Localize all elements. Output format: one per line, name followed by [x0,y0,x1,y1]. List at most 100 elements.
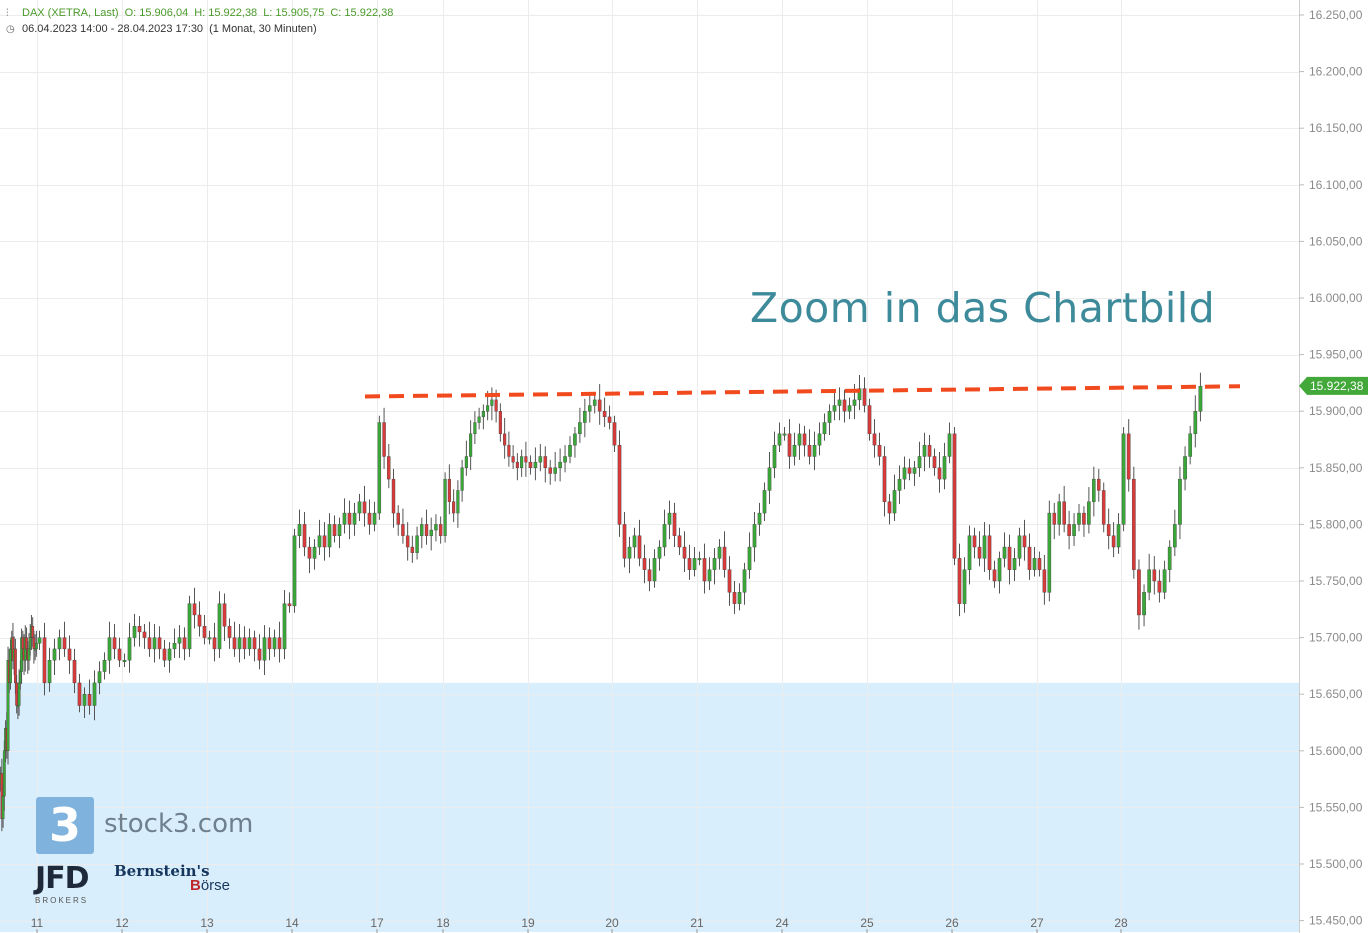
y-tick-label: 15.550,00 [1309,800,1363,814]
candle-body [312,546,317,559]
candle-body [872,433,877,446]
candle-body [772,444,777,469]
candle-body [612,422,617,446]
candle-body [424,524,429,536]
candle-body [942,456,947,480]
candle-body [87,694,92,706]
candle-body [1198,386,1203,412]
candle-body [257,648,262,661]
candle-body [477,416,481,423]
x-tick-label: 11 [31,916,44,930]
candle-body [662,524,667,548]
candle-body [1147,569,1152,593]
candle-body [197,614,202,627]
candle-body [387,456,391,480]
y-tick-label: 15.900,00 [1309,404,1363,418]
stock3-logo-icon: 3 [36,797,94,854]
candle-body [533,461,538,469]
x-tick-label: 19 [521,916,535,930]
candle-body [132,626,137,638]
candle-body [1131,478,1136,570]
candle-body [1072,524,1076,536]
y-tick-label: 16.200,00 [1309,65,1363,79]
candle-body [232,637,237,650]
candle-body [207,637,212,640]
candle-body [1082,512,1086,525]
candle-body [587,405,592,412]
candle-body [832,405,837,412]
x-tick-label: 21 [690,916,704,930]
candle-body [1111,535,1116,548]
candle-body [737,592,742,604]
candle-body [757,512,762,525]
candle-body [1096,478,1101,491]
candle-body [568,444,572,457]
candle-body [396,512,400,525]
candle-body [1092,478,1096,502]
candle-body [102,660,107,672]
bernsteins-logo: Bernstein's [114,862,210,880]
candle-body [887,501,892,514]
candle-body [1022,535,1027,548]
candle-body [117,648,122,661]
x-tick-label: 17 [370,916,384,930]
candle-body [1007,546,1012,570]
candle-body [842,399,847,412]
candle-body [558,461,562,469]
date-range: 06.04.2023 14:00 - 28.04.2023 17:30 [22,23,204,35]
candle-body [882,456,887,502]
candle-body [892,490,897,514]
candle-body [677,535,682,548]
candle-body [443,478,447,536]
candle-body [722,546,727,570]
candle-body [47,660,52,684]
candle-body [391,478,396,514]
candle-body [382,422,386,457]
candle-body [792,444,797,457]
candle-body [337,524,342,536]
candle-body [367,512,372,525]
candle-body [657,546,662,559]
candle-body [637,535,642,559]
candle-body [847,405,852,412]
candle-body [452,501,456,514]
candle-body [877,444,882,457]
candle-body [152,637,157,650]
instrument-name: DAX (XETRA, Last) [22,7,119,19]
candle-body [762,490,767,514]
candle-body [627,546,632,559]
candle-body [1042,569,1047,593]
candle-body [1052,512,1057,525]
candle-body [857,388,862,401]
y-tick-label: 15.650,00 [1309,687,1363,701]
candle-body [127,637,132,661]
candle-body [142,631,147,638]
candle-body [787,433,792,457]
candle-body [742,569,747,593]
candle-body [429,529,433,536]
candle-body [977,546,982,559]
chart-header-ohlc: ⫶ DAX (XETRA, Last) O: 15.906,04 H: 15.922,… [6,7,399,19]
candle-body [907,467,912,474]
candle-body [447,478,451,502]
x-tick-label: 28 [1114,916,1128,930]
candle-body [401,524,405,536]
candle-body [217,603,222,650]
last-price-label: 15.922,38 [1310,379,1364,393]
candle-body [827,411,832,423]
candle-body [997,558,1002,582]
clock-icon: ◷ [6,24,15,35]
y-tick-label: 15.500,00 [1309,857,1363,871]
candle-body [947,433,952,457]
candle-body [287,603,292,607]
candle-body [490,399,494,406]
y-tick-label: 15.850,00 [1309,461,1363,475]
candle-body [1157,580,1162,593]
candle-body [927,444,932,457]
boerse-logo-initial: B [190,877,201,894]
candle-body [1178,478,1182,525]
candle-body [597,399,602,412]
candle-body [782,433,787,436]
candle-body [1116,524,1121,548]
